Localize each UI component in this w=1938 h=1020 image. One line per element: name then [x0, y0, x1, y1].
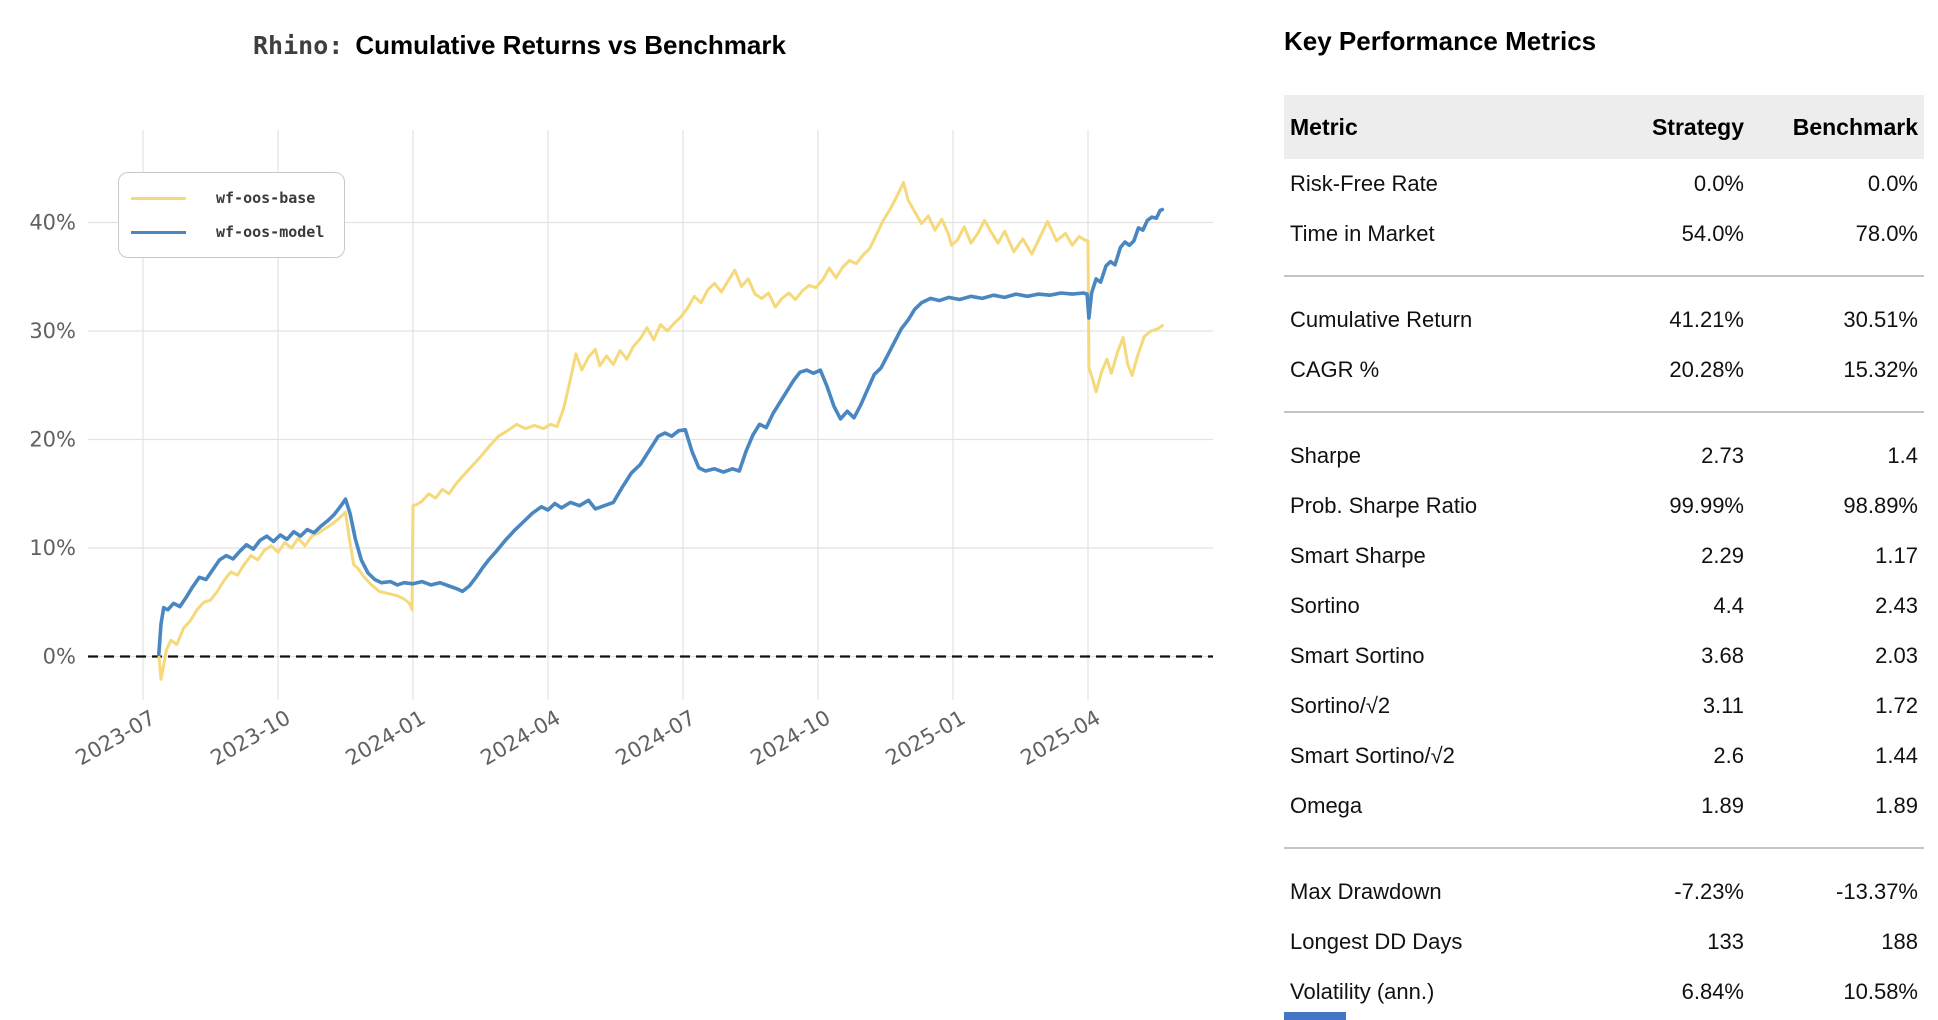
metric-name: Smart Sortino/√2: [1290, 743, 1455, 768]
metric-row-smart-sortino-2: Smart Sortino/√2 2.6 1.44: [1284, 731, 1924, 781]
x-tick-label: 2024-04: [477, 706, 565, 771]
strategy-value: 2.29: [1701, 543, 1744, 568]
metrics-body: Risk-Free Rate 0.0% 0.0% Time in Market 54.0…: [1284, 159, 1924, 1017]
strategy-value: 99.99%: [1669, 493, 1744, 518]
benchmark-value: 1.4: [1887, 443, 1918, 468]
benchmark-value: 15.32%: [1843, 357, 1918, 382]
section-divider: [1284, 411, 1924, 413]
x-tick-label: 2023-07: [72, 706, 160, 771]
metric-row-prob-sharpe-ratio: Prob. Sharpe Ratio 99.99% 98.89%: [1284, 481, 1924, 531]
benchmark-value: 1.17: [1875, 543, 1918, 568]
column-header-metric: Metric: [1290, 113, 1358, 140]
benchmark-value: 1.72: [1875, 693, 1918, 718]
metric-name: Time in Market: [1290, 221, 1435, 246]
x-tick-label: 2025-04: [1017, 706, 1105, 771]
y-tick-label: 30%: [29, 319, 76, 343]
series-line-wf-oos-base: [157, 180, 1164, 681]
metric-row-time-in-market: Time in Market 54.0% 78.0%: [1284, 209, 1924, 259]
metrics-panel: Key Performance Metrics Metric Strategy …: [1284, 0, 1924, 1017]
strategy-value: 0.0%: [1693, 171, 1744, 196]
legend-line-swatch-base: [131, 196, 186, 200]
x-tick-label: 2024-01: [342, 706, 430, 771]
metric-name: Smart Sortino: [1290, 643, 1425, 668]
legend-line-swatch-model: [131, 230, 186, 234]
benchmark-value: 10.58%: [1843, 979, 1918, 1004]
metric-name: Longest DD Days: [1290, 929, 1463, 954]
legend-entry-model: wf-oos-model: [131, 223, 344, 241]
y-tick-label: 20%: [29, 428, 76, 452]
strategy-value: 2.6: [1713, 743, 1744, 768]
metric-row-sortino-2: Sortino/√2 3.11 1.72: [1284, 681, 1924, 731]
benchmark-value: 188: [1881, 929, 1918, 954]
y-tick-label: 40%: [29, 211, 76, 235]
metric-name: Volatility (ann.): [1290, 979, 1435, 1004]
strategy-value: 54.0%: [1681, 221, 1744, 246]
strategy-value: 1.89: [1701, 793, 1744, 818]
strategy-value: 3.11: [1702, 693, 1744, 718]
cumulative-returns-chart: 0% 10% 20% 30% 40% 2023-07 2023-10 2024-01 2024-…: [29, 130, 1213, 771]
benchmark-value: 2.43: [1875, 593, 1918, 618]
metric-row-smart-sharpe: Smart Sharpe 2.29 1.17: [1284, 531, 1924, 581]
benchmark-value: 1.44: [1875, 743, 1918, 768]
metric-name: Sortino: [1290, 593, 1360, 618]
metric-row-cagr: CAGR % 20.28% 15.32%: [1284, 345, 1924, 395]
chart-title: Rhino: Cumulative Returns vs Benchmark: [253, 30, 786, 61]
metric-name: Risk-Free Rate: [1290, 171, 1438, 196]
y-tick-label: 0%: [43, 645, 76, 669]
benchmark-value: 1.89: [1875, 793, 1918, 818]
x-tick-label: 2024-10: [747, 706, 835, 771]
metric-row-max-drawdown: Max Drawdown -7.23% -13.37%: [1284, 867, 1924, 917]
column-header-benchmark: Benchmark: [1792, 113, 1918, 140]
benchmark-value: 0.0%: [1867, 171, 1918, 196]
section-divider: [1284, 275, 1924, 277]
metric-row-risk-free-rate: Risk-Free Rate 0.0% 0.0%: [1284, 159, 1924, 209]
benchmark-value: 2.03: [1875, 643, 1918, 668]
benchmark-value: -13.37%: [1836, 879, 1918, 904]
metric-row-omega: Omega 1.89 1.89: [1284, 781, 1924, 831]
metric-row-sortino: Sortino 4.4 2.43: [1284, 581, 1924, 631]
metric-row-volatility-ann: Volatility (ann.) 6.84% 10.58%: [1284, 967, 1924, 1017]
x-tick-label: 2023-10: [207, 706, 295, 771]
metric-row-sharpe: Sharpe 2.73 1.4: [1284, 431, 1924, 481]
metric-name: Sortino/√2: [1290, 693, 1391, 718]
metric-row-longest-dd-days: Longest DD Days 133 188: [1284, 917, 1924, 967]
legend-label-model: wf-oos-model: [216, 223, 325, 241]
partial-row-highlight: [1284, 1012, 1346, 1020]
benchmark-value: 30.51%: [1843, 307, 1918, 332]
chart-title-text: Cumulative Returns vs Benchmark: [355, 30, 786, 60]
strategy-value: 3.68: [1701, 643, 1744, 668]
metric-row-cumulative-return: Cumulative Return 41.21% 30.51%: [1284, 295, 1924, 345]
section-divider: [1284, 847, 1924, 849]
metric-name: Max Drawdown: [1290, 879, 1442, 904]
metric-name: Omega: [1290, 793, 1363, 818]
benchmark-value: 98.89%: [1843, 493, 1918, 518]
y-tick-label: 10%: [29, 536, 76, 560]
strategy-value: -7.23%: [1674, 879, 1744, 904]
metric-name: Smart Sharpe: [1290, 543, 1426, 568]
benchmark-value: 78.0%: [1855, 221, 1918, 246]
strategy-value: 2.73: [1701, 443, 1744, 468]
metric-name: CAGR %: [1290, 357, 1380, 382]
metric-name: Prob. Sharpe Ratio: [1290, 493, 1478, 518]
strategy-value: 4.4: [1713, 593, 1744, 618]
legend-entry-base: wf-oos-base: [131, 189, 344, 207]
chart-title-prefix: Rhino:: [253, 31, 344, 60]
chart-legend: wf-oos-base wf-oos-model: [118, 172, 345, 258]
series-line-wf-oos-model: [157, 207, 1165, 657]
metric-name: Cumulative Return: [1290, 307, 1473, 332]
metrics-table: Metric Strategy Benchmark Risk-Free Rate…: [1284, 95, 1924, 1017]
x-tick-label: 2025-01: [882, 706, 970, 771]
strategy-value: 133: [1707, 929, 1744, 954]
metrics-title: Key Performance Metrics: [1284, 26, 1597, 56]
column-header-strategy: Strategy: [1651, 113, 1744, 140]
metrics-header-row: Metric Strategy Benchmark: [1284, 95, 1924, 159]
metric-row-smart-sortino: Smart Sortino 3.68 2.03: [1284, 631, 1924, 681]
strategy-value: 20.28%: [1669, 357, 1744, 382]
metric-name: Sharpe: [1290, 443, 1361, 468]
strategy-value: 6.84%: [1681, 979, 1744, 1004]
legend-label-base: wf-oos-base: [216, 189, 316, 207]
strategy-value: 41.21%: [1669, 307, 1744, 332]
x-tick-label: 2024-07: [612, 706, 700, 771]
